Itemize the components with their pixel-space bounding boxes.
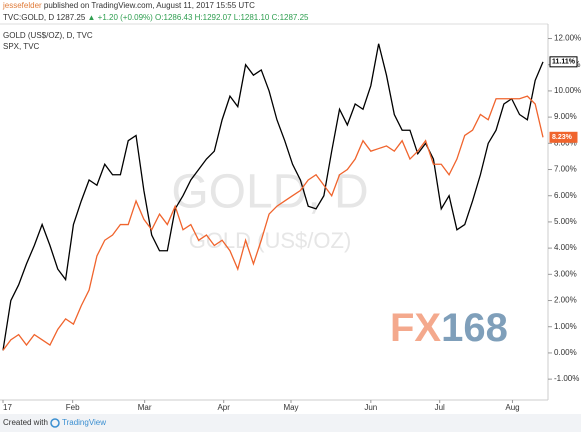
logo-fx: FX	[390, 306, 441, 350]
brand-icon	[50, 418, 60, 428]
y-tick-label: 12.00%	[554, 34, 581, 43]
price: 1287.25	[56, 13, 85, 22]
x-tick-label: Apr	[217, 403, 230, 412]
x-tick-label: 17	[3, 403, 12, 412]
last-value-box	[549, 56, 578, 68]
logo: FX168	[390, 306, 508, 350]
y-tick-label: 0.00%	[554, 348, 577, 357]
x-tick-label: Aug	[505, 403, 519, 412]
legend-entry: GOLD (US$/OZ), D, TVC	[3, 31, 93, 40]
watermark-subtitle: GOLD (US$/OZ)	[189, 228, 352, 253]
x-tick-label: May	[283, 403, 298, 412]
y-tick-label: -1.00%	[554, 374, 579, 383]
y-tick-label: 7.00%	[554, 165, 577, 174]
last-value-box	[549, 131, 578, 143]
y-tick-label: 8.00%	[554, 138, 577, 147]
x-tick-label: Mar	[138, 403, 152, 412]
y-tick-label: 4.00%	[554, 243, 577, 252]
series-line	[2, 95, 544, 351]
change: ▲ +1.20 (+0.09%)	[88, 13, 154, 22]
y-tick-label: 3.00%	[554, 269, 577, 278]
last-value-label: 11.11%	[552, 59, 576, 66]
x-tick-label: Jun	[364, 403, 377, 412]
footer-brand[interactable]: TradingView	[62, 418, 106, 427]
symbol: TVC:GOLD, D	[3, 13, 54, 22]
y-tick-label: 9.00%	[554, 112, 577, 121]
footer-bar	[0, 414, 581, 432]
author[interactable]: jessefelder	[2, 1, 42, 10]
y-tick-label: 5.00%	[554, 217, 577, 226]
symbol-line: TVC:GOLD, D 1287.25 ▲ +1.20 (+0.09%) O:1…	[3, 13, 309, 22]
ohlc: O:1286.43 H:1292.07 L:1281.10 C:1287.25	[155, 13, 309, 22]
last-value-label: 8.23%	[552, 134, 573, 141]
x-tick-label: Jul	[435, 403, 445, 412]
series-line	[2, 43, 544, 351]
y-tick-label: 2.00%	[554, 296, 577, 305]
published: published on TradingView.com, August 11,…	[42, 1, 255, 10]
x-tick-label: Feb	[66, 403, 80, 412]
footer-created: Created with	[3, 418, 48, 427]
watermark-title: GOLD, D	[171, 166, 368, 219]
header-line: jessefelder published on TradingView.com…	[2, 1, 255, 10]
y-tick-label: 10.00%	[554, 86, 581, 95]
logo-num: 168	[441, 306, 508, 350]
legend-entry: SPX, TVC	[3, 42, 40, 51]
y-tick-label: 6.00%	[554, 191, 577, 200]
y-tick-label: 1.00%	[554, 322, 577, 331]
